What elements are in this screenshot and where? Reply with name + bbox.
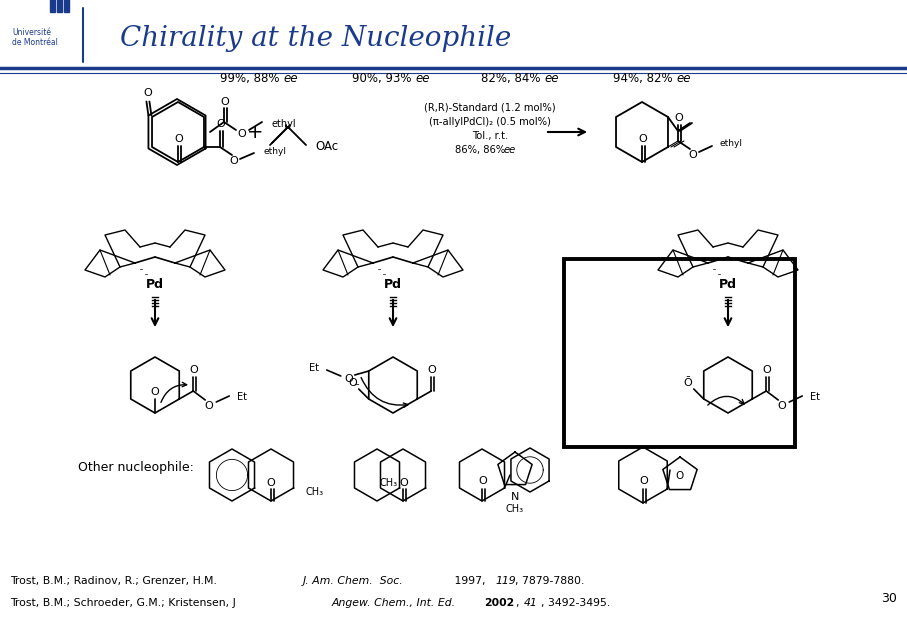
Text: N: N (511, 492, 519, 502)
Text: ee: ee (283, 72, 297, 84)
Text: O: O (267, 478, 276, 488)
Text: O: O (217, 119, 225, 129)
Text: O: O (205, 401, 214, 411)
Text: ethyl: ethyl (720, 139, 743, 149)
Text: O: O (220, 97, 229, 107)
Text: O: O (639, 134, 648, 144)
FancyArrowPatch shape (361, 378, 408, 408)
Bar (564, 259, 795, 447)
Text: Angew. Chem., Int. Ed.: Angew. Chem., Int. Ed. (332, 598, 456, 608)
Text: O: O (778, 401, 786, 411)
FancyArrowPatch shape (707, 396, 744, 405)
Text: Et: Et (308, 363, 318, 373)
Text: O: O (229, 156, 239, 166)
Text: O: O (190, 365, 199, 375)
Text: O: O (428, 365, 436, 375)
Text: 82%, 84%: 82%, 84% (481, 72, 541, 84)
Text: Pd: Pd (146, 279, 164, 291)
Text: OAc: OAc (315, 141, 338, 154)
Text: +: + (247, 122, 263, 141)
Bar (50, 0, 55, 12)
Text: O: O (639, 476, 649, 486)
Text: O: O (151, 387, 160, 397)
Text: ee: ee (677, 72, 691, 84)
Text: Tol., r.t.: Tol., r.t. (472, 131, 508, 141)
Text: O: O (175, 134, 183, 144)
Text: Et: Et (810, 392, 820, 402)
Text: CH₃: CH₃ (306, 487, 324, 497)
Text: O: O (479, 476, 487, 486)
Text: 41: 41 (524, 598, 538, 608)
Text: ethyl: ethyl (272, 119, 297, 129)
Text: Other nucleophile:: Other nucleophile: (78, 461, 194, 474)
Text: O: O (763, 365, 772, 375)
Text: (R,R)-Standard (1.2 mol%): (R,R)-Standard (1.2 mol%) (424, 103, 556, 113)
Text: 86%, 86%: 86%, 86% (455, 145, 505, 155)
Bar (57, 0, 62, 12)
FancyArrowPatch shape (161, 382, 187, 402)
Text: CH₃: CH₃ (380, 478, 398, 488)
Text: Pd: Pd (384, 279, 402, 291)
Text: O: O (676, 471, 684, 481)
Text: , 7879-7880.: , 7879-7880. (515, 576, 584, 586)
Text: Trost, B.M.; Schroeder, G.M.; Kristensen, J: Trost, B.M.; Schroeder, G.M.; Kristensen… (10, 598, 239, 608)
Bar (64, 0, 69, 12)
Text: Et: Et (238, 392, 248, 402)
Text: ee: ee (504, 145, 516, 155)
Text: O: O (675, 113, 683, 123)
Text: 99%, 88%: 99%, 88% (219, 72, 279, 84)
Text: Université
de Montréal: Université de Montréal (12, 28, 58, 48)
Text: J. Am. Chem.  Soc.: J. Am. Chem. Soc. (303, 576, 404, 586)
Text: CH₃: CH₃ (506, 504, 524, 514)
Text: O: O (143, 89, 151, 99)
Text: 30: 30 (881, 592, 897, 605)
Text: ee: ee (544, 72, 559, 84)
Text: Pd: Pd (719, 279, 737, 291)
Text: ee: ee (415, 72, 430, 84)
Text: O: O (400, 478, 408, 488)
Text: ,: , (516, 598, 523, 608)
Text: (π-allylPdCl)₂ (0.5 mol%): (π-allylPdCl)₂ (0.5 mol%) (429, 117, 551, 127)
Text: Chirality at the Nucleophile: Chirality at the Nucleophile (120, 24, 512, 51)
Text: O: O (345, 374, 353, 384)
Text: , 3492-3495.: , 3492-3495. (541, 598, 610, 608)
Text: O: O (688, 150, 697, 160)
Text: 2002: 2002 (484, 598, 514, 608)
Text: Ō: Ō (683, 378, 692, 388)
Text: Trost, B.M.; Radinov, R.; Grenzer, H.M.: Trost, B.M.; Radinov, R.; Grenzer, H.M. (10, 576, 220, 586)
Text: 90%, 93%: 90%, 93% (352, 72, 412, 84)
Text: 119: 119 (495, 576, 515, 586)
Text: 94%, 82%: 94%, 82% (613, 72, 673, 84)
Text: O: O (238, 129, 247, 139)
Text: ethyl: ethyl (264, 146, 287, 156)
Text: O: O (348, 378, 357, 388)
Text: 1997,: 1997, (451, 576, 489, 586)
